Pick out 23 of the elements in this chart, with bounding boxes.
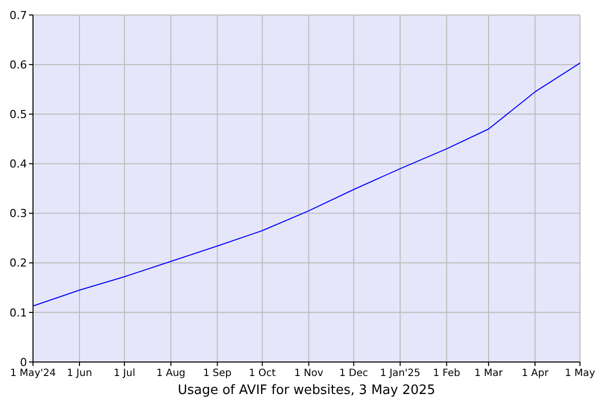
- x-tick-label: 1 May: [564, 368, 596, 379]
- line-series: [32, 62, 580, 306]
- y-tick-label: 0: [20, 356, 27, 369]
- y-tick-label: 0.7: [10, 8, 27, 22]
- x-tick-label: 1 Mar: [474, 368, 504, 379]
- x-tick-label: 1 Dec: [339, 368, 368, 379]
- x-tick-label: 1 Oct: [248, 368, 276, 379]
- x-tick-label: 1 Nov: [294, 368, 324, 379]
- y-tick-label: 0.5: [10, 108, 27, 121]
- x-axis-title: Usage of AVIF for websites, 3 May 2025: [178, 383, 436, 398]
- x-tick-label: 1 Jul: [114, 368, 136, 379]
- y-tick-label: 0.3: [10, 207, 27, 220]
- y-tick-label: 0.6: [10, 58, 27, 72]
- x-tick-label: 1 Sep: [203, 368, 232, 379]
- x-tick-label: 1 May'24: [10, 368, 56, 379]
- y-tick-label: 0.2: [10, 256, 27, 270]
- x-tick-label: 1 Aug: [156, 368, 186, 379]
- x-tick-label: 1 Feb: [432, 368, 460, 379]
- x-tick-label: 1 Apr: [522, 368, 550, 379]
- x-tick-label: 1 Jun: [66, 368, 92, 379]
- x-tick-label: 1 Jan'25: [380, 368, 420, 379]
- y-tick-label: 0.1: [10, 306, 27, 320]
- y-tick-label: 0.4: [10, 158, 27, 171]
